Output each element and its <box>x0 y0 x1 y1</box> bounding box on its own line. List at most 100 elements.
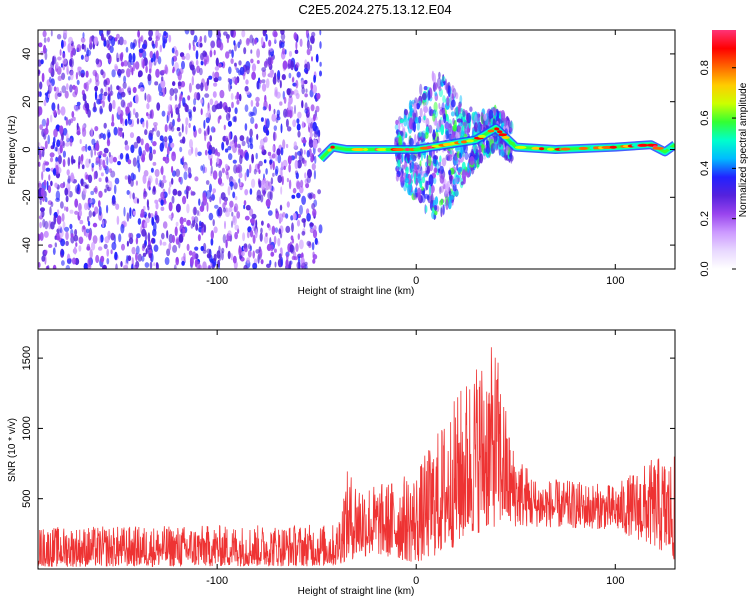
noise-blob <box>102 220 105 228</box>
track-hotspot <box>477 134 486 138</box>
noise-blob <box>292 119 297 128</box>
noise-blob <box>103 40 107 47</box>
noise-blob <box>319 30 322 36</box>
noise-blob <box>117 39 120 45</box>
burst-blob <box>418 131 423 137</box>
noise-blob <box>164 140 168 149</box>
noise-blob <box>241 30 246 38</box>
noise-blob <box>194 246 199 251</box>
noise-blob <box>229 78 233 86</box>
noise-blob <box>91 162 95 168</box>
noise-blob <box>65 231 69 241</box>
noise-blob <box>128 90 132 96</box>
noise-blob <box>313 193 316 200</box>
burst-blob <box>428 124 433 134</box>
noise-blob <box>49 152 55 158</box>
noise-blob <box>194 176 199 182</box>
noise-blob <box>149 50 154 59</box>
noise-blob <box>199 67 203 76</box>
noise-blob <box>179 146 183 153</box>
noise-blob <box>218 115 222 120</box>
noise-blob <box>106 129 111 139</box>
burst-blob <box>443 113 447 124</box>
noise-blob <box>306 213 311 222</box>
noise-blob <box>85 158 90 168</box>
noise-blob <box>38 161 41 167</box>
noise-blob <box>70 172 75 183</box>
noise-blob <box>137 218 142 225</box>
noise-blob <box>317 147 322 153</box>
noise-blob <box>185 125 188 135</box>
noise-blob <box>205 117 210 124</box>
noise-blob <box>75 72 78 80</box>
noise-blob <box>195 222 199 231</box>
noise-blob <box>283 165 286 170</box>
noise-blob <box>224 163 229 170</box>
noise-blob <box>301 100 304 109</box>
burst-blob <box>403 117 407 122</box>
noise-blob <box>40 59 44 65</box>
track-hotspot <box>539 147 545 151</box>
noise-blob <box>285 213 289 219</box>
noise-blob <box>134 61 140 70</box>
noise-blob <box>178 176 182 183</box>
noise-blob <box>175 168 181 177</box>
noise-blob <box>184 164 188 172</box>
noise-blob <box>290 155 293 162</box>
noise-blob <box>152 43 156 49</box>
noise-blob <box>138 48 144 54</box>
noise-blob <box>193 92 198 101</box>
noise-blob <box>251 217 256 226</box>
noise-blob <box>185 117 189 126</box>
noise-blob <box>64 187 69 196</box>
noise-blob <box>42 30 47 38</box>
noise-blob <box>266 118 270 129</box>
noise-blob <box>230 92 234 101</box>
noise-blob <box>155 50 159 60</box>
noise-blob <box>60 238 66 247</box>
noise-blob <box>319 41 322 49</box>
noise-blob <box>206 248 211 254</box>
noise-blob <box>82 32 85 39</box>
noise-blob <box>213 49 216 56</box>
noise-blob <box>294 104 296 115</box>
noise-blob <box>111 121 115 127</box>
noise-blob <box>153 125 158 132</box>
noise-blob <box>215 57 219 67</box>
noise-blob <box>286 201 290 208</box>
noise-blob <box>230 253 233 261</box>
noise-blob <box>139 87 144 92</box>
noise-blob <box>113 126 118 136</box>
noise-blob <box>234 203 239 213</box>
noise-blob <box>227 185 231 196</box>
noise-blob <box>181 123 184 133</box>
noise-blob <box>189 139 193 149</box>
track-hotspot <box>578 146 589 150</box>
noise-blob <box>53 214 57 225</box>
noise-blob <box>93 101 96 111</box>
burst-blob <box>419 83 423 96</box>
noise-blob <box>39 232 44 241</box>
noise-blob <box>60 249 65 256</box>
noise-blob <box>265 33 268 42</box>
noise-blob <box>160 199 164 206</box>
noise-blob <box>285 118 289 128</box>
noise-blob <box>178 131 182 137</box>
noise-blob <box>39 198 42 205</box>
noise-blob <box>281 47 286 55</box>
noise-blob <box>43 127 49 135</box>
noise-blob <box>117 161 121 166</box>
noise-blob <box>251 71 256 81</box>
noise-blob <box>65 206 69 212</box>
burst-blob <box>436 77 442 89</box>
noise-blob <box>38 262 41 268</box>
noise-blob <box>228 49 232 54</box>
burst-blob <box>401 152 404 163</box>
noise-blob <box>260 227 263 234</box>
noise-blob <box>147 180 151 190</box>
noise-blob <box>78 209 83 217</box>
noise-blob <box>70 233 74 238</box>
snr-axes: -100 0 100 500 1000 1500 <box>21 330 675 587</box>
noise-blob <box>119 52 123 62</box>
noise-blob <box>255 249 260 254</box>
